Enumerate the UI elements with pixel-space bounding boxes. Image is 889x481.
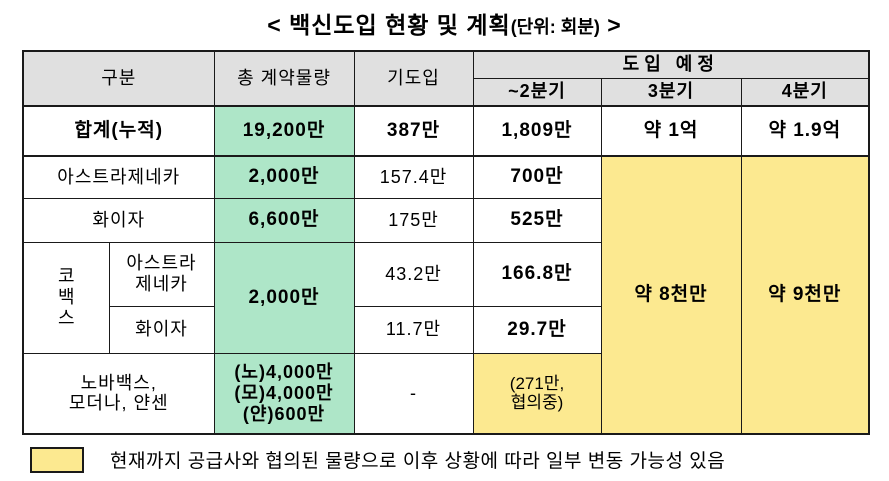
header-q3: 3분기 <box>600 77 742 107</box>
cell-others-introduced: - <box>353 352 474 435</box>
title-suffix: > <box>599 12 622 38</box>
cell-az-introduced: 157.4만 <box>353 155 474 199</box>
page-title: < 백신도입 현황 및 계획(단위: 회분) > <box>0 6 889 40</box>
cell-total-introduced: 387만 <box>353 105 474 157</box>
row-others: 노바백스, 모더나, 얀센 (노)4,000만 (모)4,000만 (얀)600… <box>22 352 869 435</box>
cell-total-q4: 약 1.9억 <box>740 105 870 157</box>
row-pfizer: 화이자 6,600만 175만 525만 <box>22 197 869 243</box>
cell-covax-label: 코 백 스 <box>22 241 110 354</box>
cell-others-label: 노바백스, 모더나, 얀센 <box>22 352 215 435</box>
cell-az-contract: 2,000만 <box>213 155 355 199</box>
cell-pfizer-q2: 525만 <box>472 197 602 243</box>
cell-az-q2: 700만 <box>472 155 602 199</box>
cell-pfizer-label: 화이자 <box>22 197 215 243</box>
cell-covax-az-q2: 166.8만 <box>472 241 602 307</box>
cell-covax-pfizer-q2: 29.7만 <box>472 305 602 354</box>
row-covax-astrazeneca: 코 백 스 아스트라 제네카 2,000만 43.2만 166.8만 <box>22 241 869 354</box>
cell-covax-az-label: 아스트라 제네카 <box>108 241 215 307</box>
header-planned: 도입 예정 <box>472 50 870 79</box>
row-total: 합계(누적) 19,200만 387만 1,809만 약 1억 약 1.9억 <box>22 105 870 157</box>
header-already-introduced: 기도입 <box>353 50 474 107</box>
header-total-contract: 총 계약물량 <box>213 50 355 107</box>
cell-pfizer-contract: 6,600만 <box>213 197 355 243</box>
row-astrazeneca: 아스트라제네카 2,000만 157.4만 700만 약 8천만 약 9천만 <box>22 155 870 435</box>
cell-total-contract: 19,200만 <box>213 105 355 157</box>
title-prefix: < 백신도입 현황 및 계획 <box>267 12 511 38</box>
cell-total-q3: 약 1억 <box>600 105 742 157</box>
footnote: 현재까지 공급사와 협의된 물량으로 이후 상황에 따라 일부 변동 가능성 있… <box>30 446 725 473</box>
cell-pfizer-introduced: 175만 <box>353 197 474 243</box>
cell-merged-q4: 약 9천만 <box>740 155 870 435</box>
yellow-legend-swatch <box>30 446 84 473</box>
cell-others-q2: (271만, 협의중) <box>472 352 602 435</box>
cell-total-label: 합계(누적) <box>22 105 215 157</box>
cell-merged-q3: 약 8천만 <box>600 155 742 435</box>
cell-total-q2: 1,809만 <box>472 105 602 157</box>
row-covax-pfizer: 화이자 11.7만 29.7만 <box>23 305 869 354</box>
cell-covax-contract: 2,000만 <box>213 241 355 354</box>
header-q2: ~2분기 <box>472 77 602 107</box>
cell-az-label: 아스트라제네카 <box>22 155 215 199</box>
header-gubun: 구분 <box>22 50 215 107</box>
header-q4: 4분기 <box>740 77 870 107</box>
cell-covax-az-introduced: 43.2만 <box>353 241 474 307</box>
cell-covax-pfizer-introduced: 11.7만 <box>353 305 474 354</box>
header-row-1: 구분 총 계약물량 기도입 도입 예정 <box>22 50 870 107</box>
title-unit: (단위: 회분) <box>510 17 600 37</box>
vaccine-plan-table: 구분 총 계약물량 기도입 도입 예정 ~2분기 3분기 4분기 합계(누적) … <box>22 50 871 435</box>
cell-others-contract: (노)4,000만 (모)4,000만 (얀)600만 <box>213 352 355 435</box>
header-row-2: ~2분기 3분기 4분기 <box>23 77 870 107</box>
cell-covax-pfizer-label: 화이자 <box>108 305 215 354</box>
footnote-text: 현재까지 공급사와 협의된 물량으로 이후 상황에 따라 일부 변동 가능성 있… <box>110 451 726 472</box>
